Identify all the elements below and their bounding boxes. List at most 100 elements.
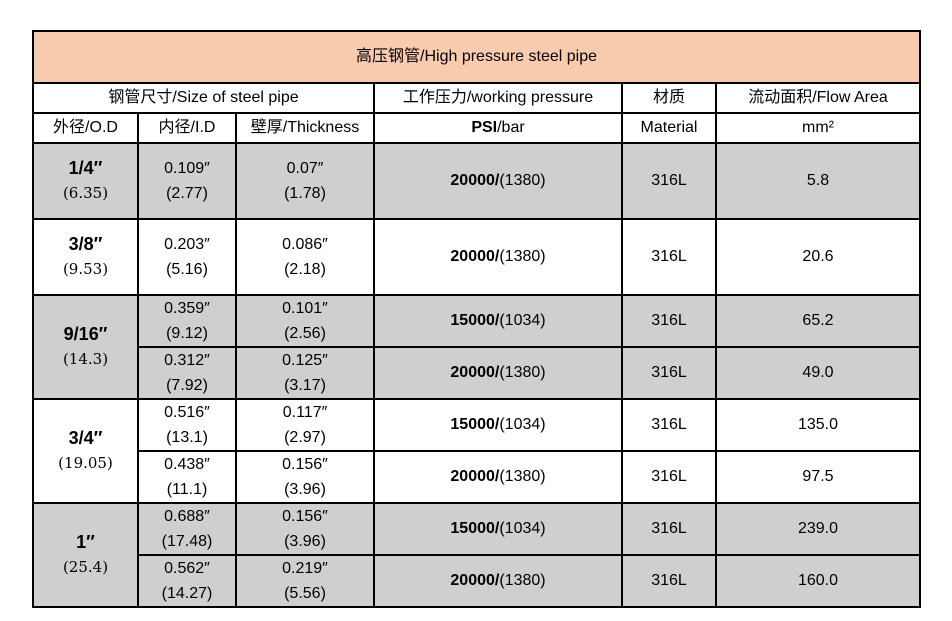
od-mm: (14.3) xyxy=(62,350,109,368)
header-pressure-unit: PSI/bar xyxy=(373,112,623,144)
thickness-mm: (2.18) xyxy=(284,261,326,278)
id-mm: (17.48) xyxy=(161,533,213,550)
table-row: 0.312″ (7.92) 0.125″ (3.17) 20000/(1380) 316L… xyxy=(33,346,921,400)
id-inch: 0.359″ xyxy=(164,300,210,317)
pressure-bar: (1034) xyxy=(499,416,546,433)
id-cell: 0.312″ (7.92) xyxy=(137,346,237,400)
title-cn: 高压钢管 xyxy=(356,48,421,65)
id-inch: 0.562″ xyxy=(164,560,210,577)
pressure-bar: (1034) xyxy=(499,520,546,537)
table-row: 9/16″ (14.3) 0.359″ (9.12) 0.101″ (2.56) 15000… xyxy=(32,294,921,400)
thickness-inch: 0.125″ xyxy=(282,352,328,369)
pressure-bar: (1380) xyxy=(499,248,546,265)
header-id: 内径/I.D xyxy=(137,112,237,144)
pressure-cell: 15000/(1034) xyxy=(373,502,623,556)
thickness-cell: 0.086″ (2.18) xyxy=(235,218,375,296)
table-row: 1/4″ (6.35) 0.109″ (2.77) 0.07″ (1.78) 20000/(… xyxy=(32,142,921,220)
id-mm: (14.27) xyxy=(161,585,213,602)
id-cell: 0.562″ (14.27) xyxy=(137,554,237,608)
od-mm: (9.53) xyxy=(62,260,109,278)
id-cell: 0.359″ (9.12) xyxy=(137,294,237,348)
od-mm: (6.35) xyxy=(62,184,109,202)
thickness-inch: 0.07″ xyxy=(286,160,324,177)
id-inch: 0.438″ xyxy=(164,456,210,473)
id-mm: (9.12) xyxy=(166,325,208,342)
table-title: 高压钢管/High pressure steel pipe xyxy=(32,30,921,84)
thickness-inch: 0.086″ xyxy=(282,236,328,253)
material-cell: 316L xyxy=(621,554,717,608)
material-cell: 316L xyxy=(621,294,717,348)
header-thickness: 壁厚/Thickness xyxy=(235,112,375,144)
pressure-psi: 15000/ xyxy=(450,416,500,433)
flow-area-cell: 97.5 xyxy=(715,450,921,504)
id-inch: 0.312″ xyxy=(164,352,210,369)
pressure-psi: 15000/ xyxy=(450,520,500,537)
od-inch: 3/8″ xyxy=(68,234,103,254)
pressure-cell: 20000/(1380) xyxy=(373,450,623,504)
thickness-cell: 0.125″ (3.17) xyxy=(235,346,375,400)
id-mm: (5.16) xyxy=(166,261,208,278)
thickness-cell: 0.156″ (3.96) xyxy=(235,450,375,504)
od-cell: 3/8″ (9.53) xyxy=(32,218,139,296)
pressure-bar: (1380) xyxy=(499,364,546,381)
thickness-mm: (1.78) xyxy=(284,185,326,202)
thickness-cell: 0.101″ (2.56) xyxy=(235,294,375,348)
thickness-mm: (3.17) xyxy=(284,377,326,394)
od-cell: 3/4″ (19.05) xyxy=(32,398,139,504)
steel-pipe-spec-table: 高压钢管/High pressure steel pipe 钢管尺寸/Size … xyxy=(32,30,921,608)
material-cell: 316L xyxy=(621,502,717,556)
table-body: 1/4″ (6.35) 0.109″ (2.77) 0.07″ (1.78) 20000/(… xyxy=(32,142,921,608)
flow-area-cell: 135.0 xyxy=(715,398,921,452)
pressure-psi: 20000/ xyxy=(450,364,500,381)
table-row: 0.438″ (11.1) 0.156″ (3.96) 20000/(1380) 316L… xyxy=(33,450,921,504)
id-mm: (2.77) xyxy=(166,185,208,202)
od-mm: (25.4) xyxy=(62,558,109,576)
thickness-cell: 0.07″ (1.78) xyxy=(235,142,375,220)
thickness-cell: 0.156″ (3.96) xyxy=(235,502,375,556)
material-cell: 316L xyxy=(621,398,717,452)
id-mm: (13.1) xyxy=(166,429,208,446)
header-psi: PSI xyxy=(471,119,498,136)
table-row: 3/8″ (9.53) 0.203″ (5.16) 0.086″ (2.18) 20000/… xyxy=(32,218,921,296)
od-inch: 1″ xyxy=(76,532,95,552)
header-od: 外径/O.D xyxy=(32,112,139,144)
id-mm: (7.92) xyxy=(166,377,208,394)
pressure-psi: 15000/ xyxy=(450,312,500,329)
pressure-psi: 20000/ xyxy=(450,468,500,485)
id-cell: 0.688″ (17.48) xyxy=(137,502,237,556)
flow-area-cell: 65.2 xyxy=(715,294,921,348)
thickness-mm: (3.96) xyxy=(284,533,326,550)
id-cell: 0.516″ (13.1) xyxy=(137,398,237,452)
header-flow-area: 流动面积/Flow Area xyxy=(715,82,921,114)
header-material: 材质 xyxy=(621,82,717,114)
header-material-en: Material xyxy=(621,112,717,144)
title-en: /High pressure steel pipe xyxy=(420,48,597,65)
od-cell: 9/16″ (14.3) xyxy=(32,294,139,400)
thickness-inch: 0.156″ xyxy=(282,456,328,473)
thickness-mm: (2.97) xyxy=(284,429,326,446)
thickness-inch: 0.156″ xyxy=(282,508,328,525)
id-inch: 0.688″ xyxy=(164,508,210,525)
material-cell: 316L xyxy=(621,142,717,220)
pressure-bar: (1034) xyxy=(499,312,546,329)
thickness-mm: (2.56) xyxy=(284,325,326,342)
thickness-mm: (3.96) xyxy=(284,481,326,498)
thickness-cell: 0.219″ (5.56) xyxy=(235,554,375,608)
pressure-psi: 20000/ xyxy=(450,248,500,265)
pressure-bar: (1380) xyxy=(499,172,546,189)
od-cell: 1/4″ (6.35) xyxy=(32,142,139,220)
material-cell: 316L xyxy=(621,346,717,400)
id-cell: 0.109″ (2.77) xyxy=(137,142,237,220)
pressure-psi: 20000/ xyxy=(450,572,500,589)
header-working-pressure: 工作压力/working pressure xyxy=(373,82,623,114)
id-inch: 0.109″ xyxy=(164,160,210,177)
thickness-inch: 0.101″ xyxy=(282,300,328,317)
thickness-mm: (5.56) xyxy=(284,585,326,602)
thickness-cell: 0.117″ (2.97) xyxy=(235,398,375,452)
pressure-cell: 20000/(1380) xyxy=(373,346,623,400)
table-row: 3/4″ (19.05) 0.516″ (13.1) 0.117″ (2.97) 15000… xyxy=(32,398,921,504)
header-bar: /bar xyxy=(497,119,525,136)
id-cell: 0.438″ (11.1) xyxy=(137,450,237,504)
table-row: 0.562″ (14.27) 0.219″ (5.56) 20000/(1380) 316… xyxy=(33,554,921,608)
pressure-cell: 20000/(1380) xyxy=(373,142,623,220)
